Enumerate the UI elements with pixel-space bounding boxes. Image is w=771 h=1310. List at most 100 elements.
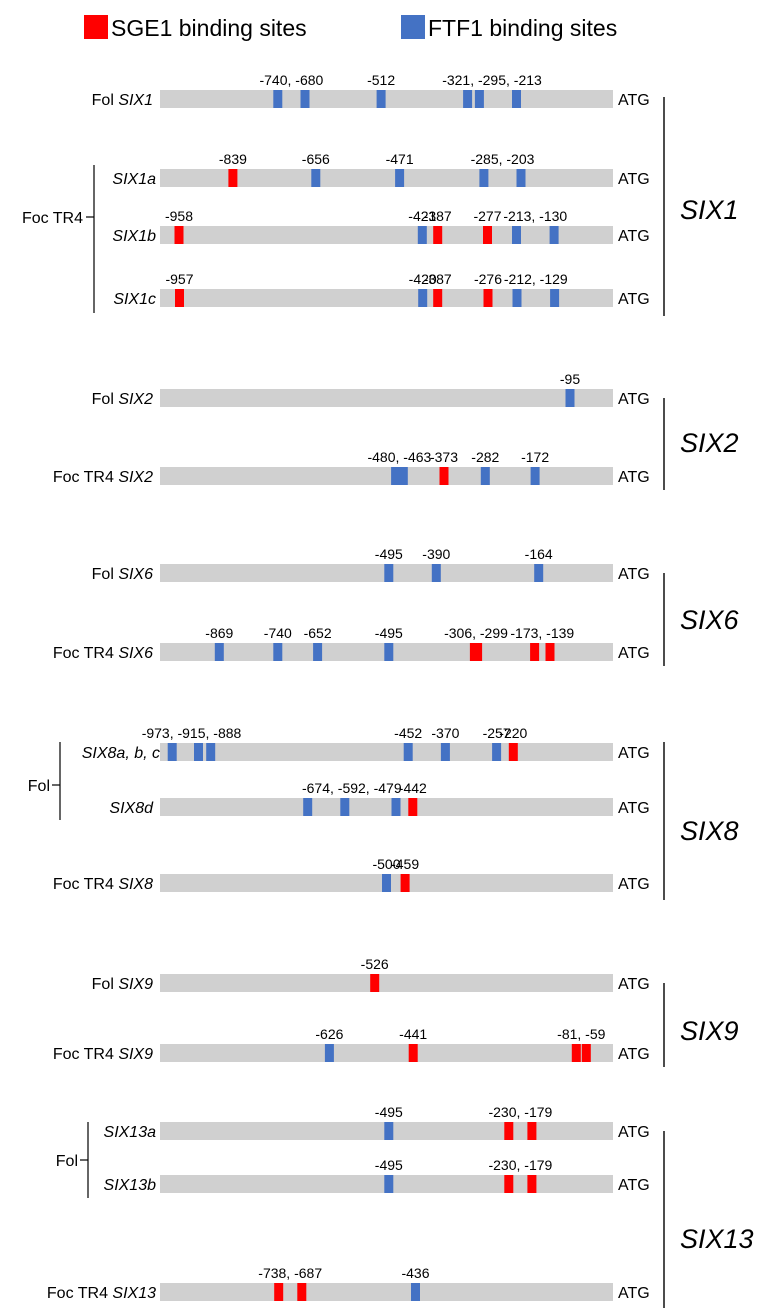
promoter-row-foc-six8: Foc TR4 SIX8 ATG -500-459 [53,856,650,893]
ftf1-binding-site [300,90,310,108]
atg-label: ATG [618,1177,650,1194]
sge1-binding-site [483,289,493,307]
ftf1-binding-site [384,1122,394,1140]
ftf1-binding-site [382,874,391,892]
sge1-binding-site [527,1175,537,1193]
site-position-label: -321, -295, -213 [442,72,542,88]
atg-label: ATG [618,876,650,893]
site-position-label: -500 [372,856,400,872]
promoter-row-foc-six1b: SIX1b ATG -958 -421-387 -277 -213, -130 [112,208,649,245]
promoter-row-foc-six6: Foc TR4 SIX6 ATG -869 -740 -652 -495 -306, -29… [53,625,650,662]
sge1-binding-site [473,643,483,661]
site-position-label: -370 [431,725,459,741]
site-position-label: -957 [165,271,193,287]
sge1-binding-site [274,1283,284,1301]
promoter-bar [160,743,613,761]
ftf1-binding-site [303,798,313,816]
sge1-legend-label: SGE1 binding sites [111,15,307,41]
row-strain-label: Foc TR4 [53,876,119,893]
row-strain-label: Fol [92,391,119,408]
row-gene-label: SIX2 [118,391,153,408]
ftf1-legend-swatch [401,15,425,39]
site-position-label: -626 [315,1026,343,1042]
row-label: SIX8d [109,800,154,817]
site-position-label: -276 [474,271,502,287]
sge1-binding-site [228,169,238,187]
ftf1-binding-site [549,226,559,244]
ftf1-binding-site [534,564,544,582]
legend: SGE1 binding sites FTF1 binding sites [84,15,617,41]
ftf1-binding-site [214,643,224,661]
site-position-label: -495 [375,1104,403,1120]
site-position-label: -390 [422,546,450,562]
ftf1-binding-site [313,643,323,661]
atg-label: ATG [618,976,650,993]
ftf1-binding-site [516,169,526,187]
ftf1-binding-site [512,289,522,307]
site-position-label: -869 [205,625,233,641]
site-position-label: -526 [361,956,389,972]
row-label: Foc TR4 SIX8 [53,876,153,893]
ftf1-binding-site [512,90,521,108]
site-position-label: -495 [375,546,403,562]
site-position-label: -740, -680 [259,72,323,88]
site-position-label: -738, -687 [258,1265,322,1281]
ftf1-binding-site [324,1044,334,1062]
row-gene-label: SIX8d [109,800,154,817]
ftf1-binding-site [463,90,473,108]
row-strain-label: Foc TR4 [53,1046,119,1063]
ftf1-binding-site [384,564,394,582]
ftf1-binding-site [512,226,521,244]
site-position-label: -452 [394,725,422,741]
ftf1-binding-site [273,643,283,661]
row-strain-label: Foc TR4 [47,1285,113,1302]
ftf1-legend-label: FTF1 binding sites [428,15,617,41]
gene-group-title: SIX13 [680,1224,754,1254]
row-strain-label: Fol [92,566,119,583]
sge1-binding-site [504,1175,514,1193]
sge1-binding-site [433,289,443,307]
ftf1-binding-site [391,467,401,485]
row-strain-label: Foc TR4 [53,469,119,486]
row-label: SIX1b [112,228,156,245]
ftf1-binding-site [391,798,401,816]
site-position-label: -441 [399,1026,427,1042]
sge1-binding-site [545,643,555,661]
promoter-row-fol-six1: Fol SIX1 ATG -740, -680 -512 -321, -295, -21… [92,72,650,109]
row-gene-label: SIX8a, b, c [82,745,160,762]
gene-group-six13: SIX13 [663,1131,754,1308]
site-position-label: -652 [304,625,332,641]
ftf1-binding-site [273,90,283,108]
strain-bracket-fol-six13: Fol [56,1122,89,1198]
site-position-label: -471 [386,151,414,167]
site-position-label: -220 [499,725,527,741]
strain-bracket-label: Fol [56,1153,78,1170]
sge1-binding-site [530,643,540,661]
atg-label: ATG [618,1046,650,1063]
promoter-bar [160,389,613,407]
promoter-row-fol-six8d: SIX8d ATG -674, -592, -479-442 [109,780,649,817]
row-strain-label: Fol [92,92,119,109]
row-gene-label: SIX2 [118,469,153,486]
site-position-label: -172 [521,449,549,465]
ftf1-binding-site [431,564,441,582]
promoter-row-foc-six2: Foc TR4 SIX2 ATG -480, -463-373 -282 -172 [53,449,650,486]
sge1-binding-site [174,226,184,244]
row-label: Fol SIX6 [92,566,153,583]
site-position-label: -480, -463 [367,449,431,465]
sge1-binding-site [504,1122,514,1140]
strain-bracket-label: Fol [28,778,50,795]
site-position-label: -973, -915, -888 [142,725,242,741]
gene-group-title: SIX9 [680,1016,739,1046]
strain-bracket-foc-tr4-six1: Foc TR4 [22,165,95,313]
sge1-binding-site [370,974,380,992]
site-position-label: -656 [302,151,330,167]
gene-group-six2: SIX2 [663,398,739,490]
site-position-label: -421 [408,208,436,224]
sge1-binding-site [297,1283,307,1301]
row-gene-label: SIX1a [112,171,156,188]
row-gene-label: SIX6 [118,566,153,583]
ftf1-binding-site [167,743,177,761]
ftf1-binding-site [398,467,408,485]
row-gene-label: SIX1 [118,92,153,109]
